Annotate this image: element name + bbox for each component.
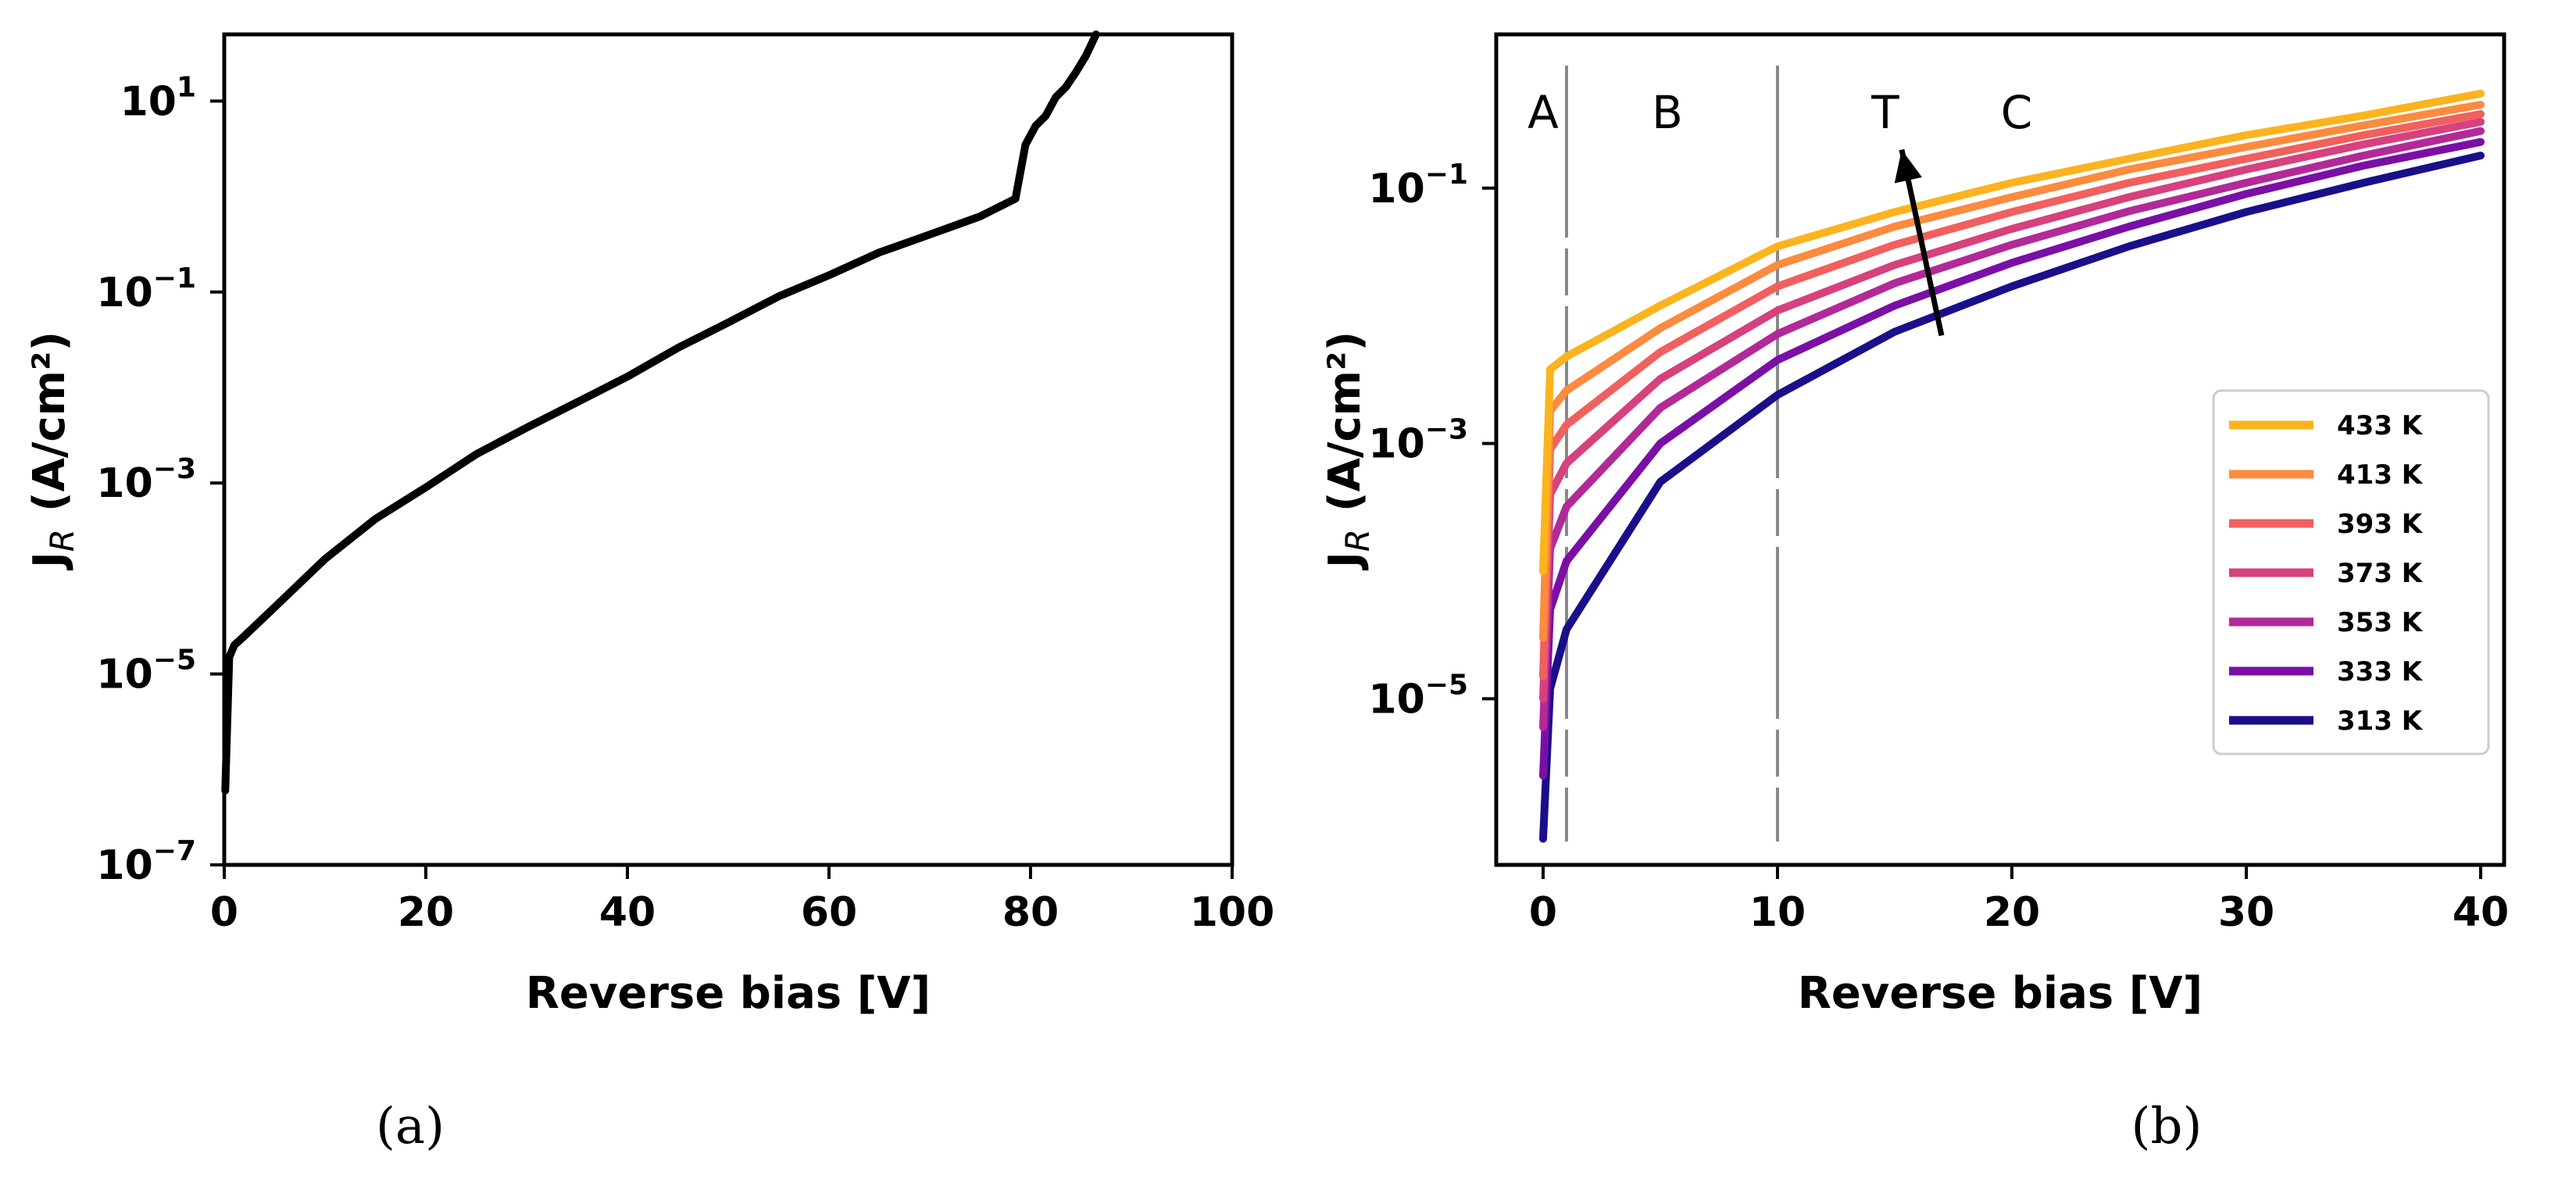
arrow-shaft xyxy=(1899,148,1945,337)
chart-panel-a: 0 20 40 60 80 100 10−7 10−5 10−3 10−1 101 Reverse… xyxy=(24,30,1274,1156)
legend-entry-label: 313 K xyxy=(2337,706,2424,737)
panel-label-a: (a) xyxy=(376,1098,445,1156)
legend-entry-label: 333 K xyxy=(2337,656,2424,688)
x-tick-label: 60 xyxy=(801,889,857,936)
data-series-line xyxy=(1539,110,2485,681)
x-tick-label: 0 xyxy=(1529,889,1557,936)
plot-area-frame-a xyxy=(222,32,1234,867)
x-tick-label: 20 xyxy=(398,889,454,936)
x-tick-label: 80 xyxy=(1002,889,1059,936)
y-tick-label: 10−7 xyxy=(96,835,196,889)
x-tick-label: 0 xyxy=(210,889,238,936)
x-tick-label: 30 xyxy=(2218,889,2274,936)
series-group-a xyxy=(221,30,1100,795)
panel-label-b: (b) xyxy=(2131,1098,2203,1156)
legend-entry-label: 393 K xyxy=(2337,509,2424,540)
x-tick-labels-a: 0 20 40 60 80 100 xyxy=(210,889,1274,936)
x-tick-label: 100 xyxy=(1190,889,1275,936)
x-axis-label-a: Reverse bias [V] xyxy=(526,968,931,1019)
y-tick-labels-b: 10−5 10−3 10−1 xyxy=(1368,159,1468,723)
y-axis-label-sub-b: R xyxy=(1338,529,1377,552)
chart-panel-b: 0 10 20 30 40 10−5 10−3 10−1 A B T C 433 K 413 K 39… xyxy=(1320,32,2509,1156)
plot-area-frame-b xyxy=(1494,32,2506,867)
data-series-line xyxy=(1539,89,2485,575)
y-axis-label-a: JR (A/cm²) xyxy=(24,331,81,571)
y-tick-labels-a: 10−7 10−5 10−3 10−1 101 xyxy=(96,71,196,889)
tick-marks-b xyxy=(1482,186,2482,879)
tick-marks-a xyxy=(210,99,1234,879)
y-tick-label: 10−1 xyxy=(1368,159,1468,213)
y-axis-label-b: JR (A/cm²) xyxy=(1320,331,1377,571)
legend-entry-label: 353 K xyxy=(2337,607,2424,638)
y-tick-label: 10−5 xyxy=(96,645,196,698)
temperature-arrow xyxy=(1894,148,1945,337)
y-tick-label: 10−5 xyxy=(1368,669,1468,723)
legend-box xyxy=(2212,389,2490,756)
data-series-line xyxy=(1539,118,2485,703)
data-series-line xyxy=(1539,138,2485,780)
y-axis-label-main-b: J xyxy=(1320,552,1370,571)
data-series-line xyxy=(1539,127,2485,731)
region-label: A xyxy=(1527,86,1559,139)
y-tick-label: 10−3 xyxy=(1368,414,1468,468)
x-axis-label-b: Reverse bias [V] xyxy=(1798,968,2203,1019)
arrow-head xyxy=(1894,149,1922,184)
region-lines-b xyxy=(1565,66,1779,841)
y-axis-label-sub-a: R xyxy=(43,529,81,552)
y-axis-label-main-a: J xyxy=(24,552,75,571)
x-tick-label: 10 xyxy=(1749,889,1806,936)
x-tick-label: 40 xyxy=(2453,889,2509,936)
x-tick-label: 40 xyxy=(599,889,656,936)
y-axis-label-unit-b: (A/cm²) xyxy=(1320,331,1370,512)
x-tick-labels-b: 0 10 20 30 40 xyxy=(1529,889,2509,936)
legend-entry-label: 413 K xyxy=(2337,459,2424,491)
y-tick-label: 10−3 xyxy=(96,453,196,507)
legend: 433 K 413 K 393 K 373 K 353 K 333 K 313 K xyxy=(2212,389,2490,756)
y-axis-label-unit-a: (A/cm²) xyxy=(24,331,75,512)
series-group-b xyxy=(1539,89,2485,843)
data-series-line xyxy=(1539,152,2485,843)
data-series-line xyxy=(221,30,1100,795)
legend-entry-label: 373 K xyxy=(2337,558,2424,589)
region-label: B xyxy=(1652,86,1683,139)
region-label: C xyxy=(2001,86,2033,139)
y-tick-label: 10−1 xyxy=(96,263,196,316)
legend-entry-label: 433 K xyxy=(2337,410,2424,441)
x-tick-label: 20 xyxy=(1984,889,2040,936)
region-label: T xyxy=(1870,86,1899,139)
data-series-line xyxy=(1539,101,2485,642)
y-tick-label: 101 xyxy=(120,71,196,125)
